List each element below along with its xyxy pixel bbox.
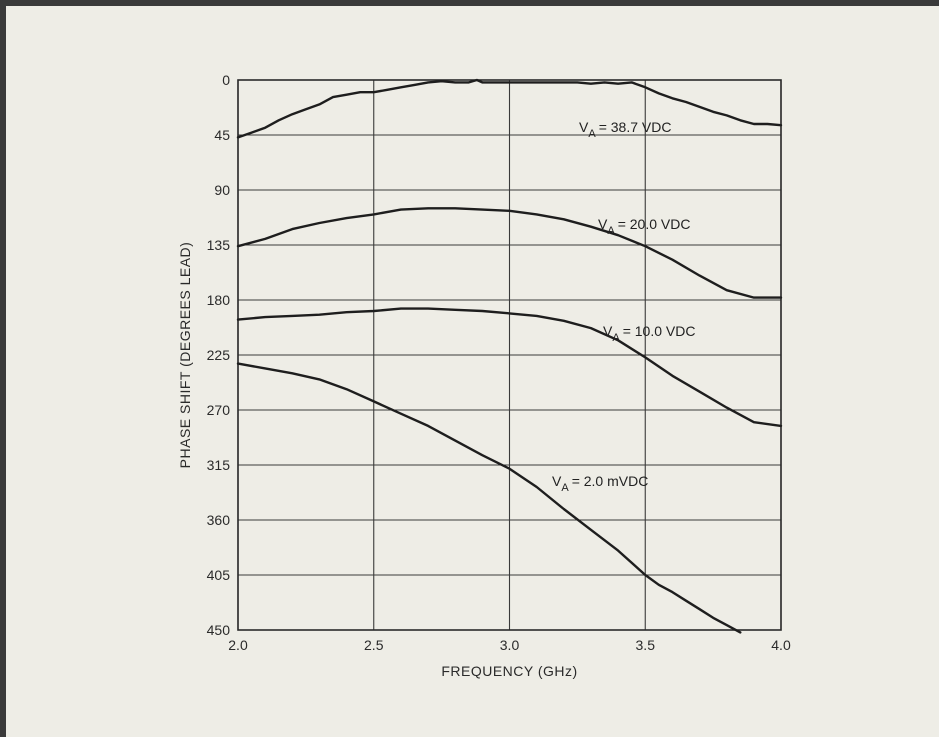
series-label-main: V [603, 323, 613, 339]
series-label-subscript: A [607, 225, 615, 237]
series-label-2: VA = 10.0 VDC [603, 323, 695, 344]
series-line-3 [236, 362, 742, 634]
y-tick-label: 90 [214, 182, 230, 198]
x-tick-label: 3.0 [500, 637, 520, 653]
x-tick-label: 4.0 [771, 637, 791, 653]
y-tick-label: 270 [207, 402, 231, 418]
y-tick-label: 225 [207, 347, 231, 363]
y-tick-label: 0 [222, 72, 230, 88]
series-label-value: = 10.0 VDC [623, 323, 696, 339]
series-line-2 [236, 307, 783, 428]
y-axis-label: PHASE SHIFT (DEGREES LEAD) [177, 242, 193, 469]
y-tick-label: 135 [207, 237, 231, 253]
y-tick-label: 360 [207, 512, 231, 528]
series-label-0: VA = 38.7 VDC [579, 119, 671, 140]
series-label-subscript: A [612, 332, 620, 344]
x-axis-label: FREQUENCY (GHz) [441, 663, 577, 679]
y-tick-label: 45 [214, 127, 230, 143]
grid-layer [237, 79, 782, 631]
series-label-subscript: A [588, 128, 596, 140]
series-label-main: V [579, 119, 589, 135]
x-tick-label: 3.5 [636, 637, 656, 653]
series-label-subscript: A [561, 482, 569, 494]
series-line-0 [236, 78, 783, 139]
series-label-value: = 2.0 mVDC [572, 473, 649, 489]
y-tick-label: 450 [207, 622, 231, 638]
y-tick-label: 315 [207, 457, 231, 473]
series-lines [236, 78, 783, 634]
series-label-value: = 20.0 VDC [618, 216, 691, 232]
series-label-1: VA = 20.0 VDC [598, 216, 690, 237]
x-tick-label: 2.5 [364, 637, 384, 653]
series-label-main: V [552, 473, 562, 489]
y-tick-label: 405 [207, 567, 231, 583]
tick-labels: 2.0 2.5 3.0 3.5 4.0 0 45 90 135 180 225 270 315 360 40… [207, 72, 791, 653]
series-line-1 [236, 207, 783, 299]
series-label-main: V [598, 216, 608, 232]
x-tick-label: 2.0 [228, 637, 248, 653]
y-tick-label: 180 [207, 292, 231, 308]
plot-area-border [237, 79, 782, 631]
series-label-3: VA = 2.0 mVDC [552, 473, 648, 494]
series-label-value: = 38.7 VDC [599, 119, 672, 135]
